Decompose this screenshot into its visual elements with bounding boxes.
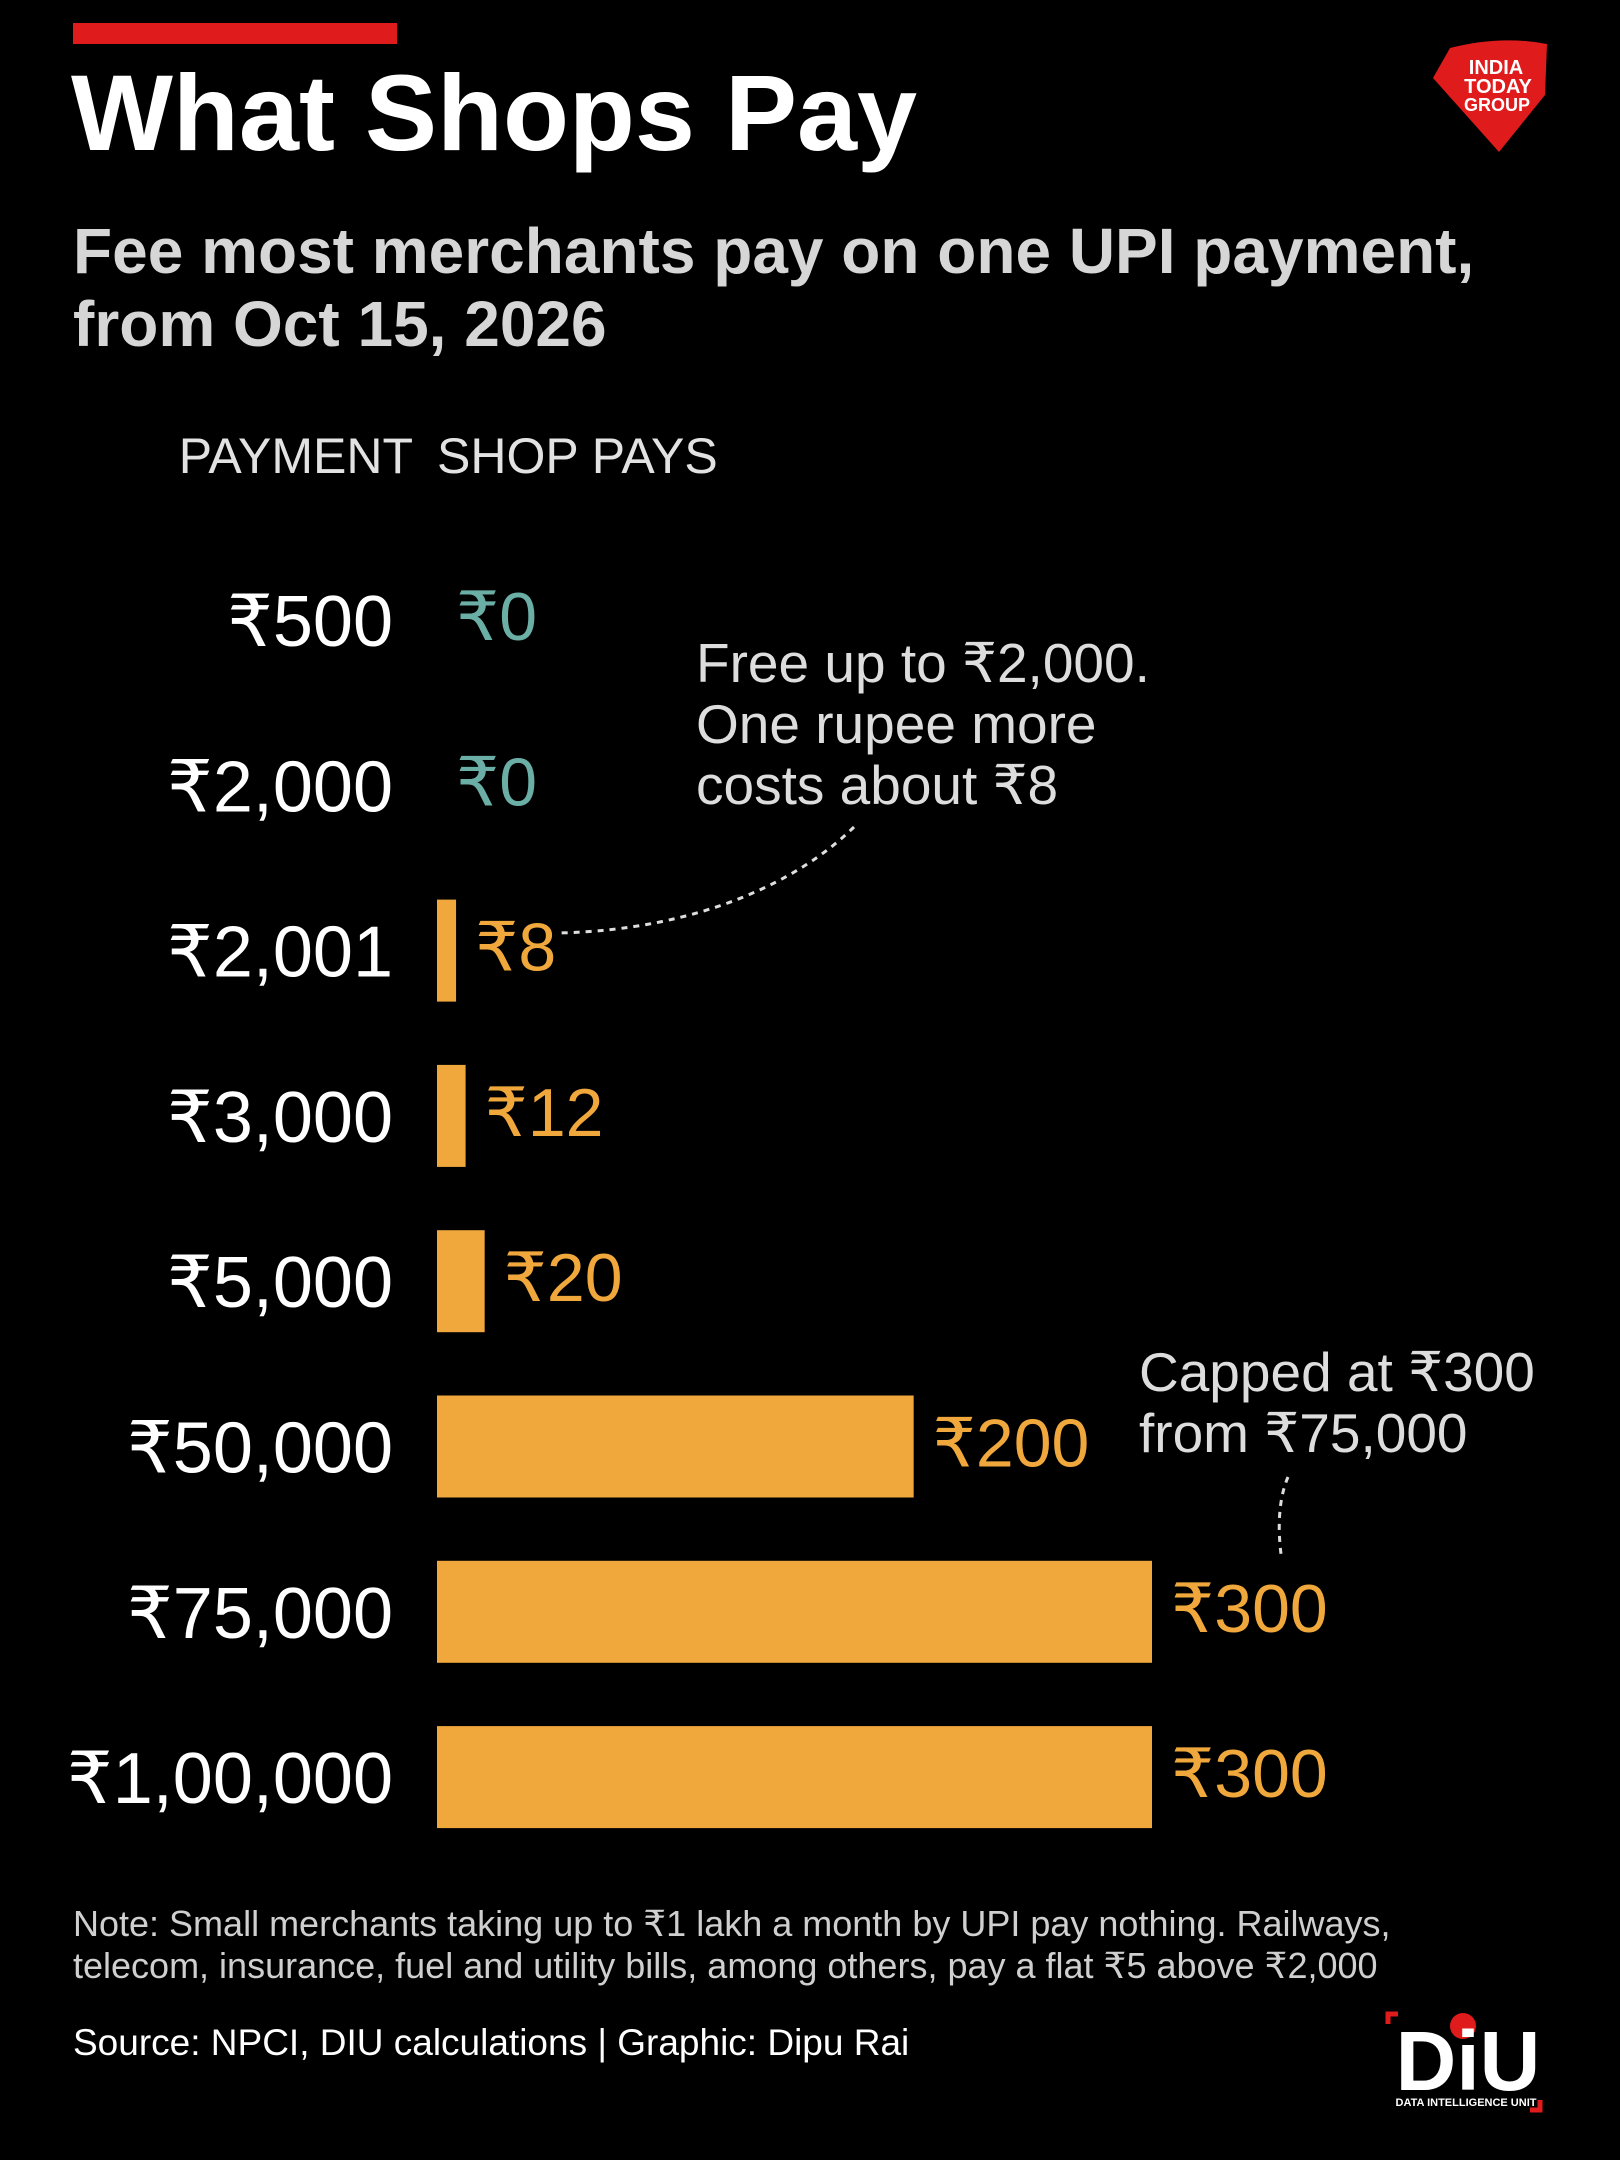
annotation-leader — [557, 825, 856, 935]
category-label: ₹1,00,000 — [67, 1739, 393, 1819]
column-header: PAYMENT — [179, 428, 413, 484]
annotation: from ₹75,000 — [1139, 1402, 1468, 1464]
category-label: ₹2,000 — [167, 747, 393, 827]
chart-title: What Shops Pay — [71, 52, 917, 173]
bar — [437, 1560, 1152, 1663]
value-label: ₹8 — [475, 910, 556, 986]
annotation: costs about ₹8 — [696, 754, 1058, 816]
value-label: ₹300 — [1171, 1736, 1328, 1812]
unit-logo: DiU DATA INTELLIGENCE UNIT — [1385, 2011, 1543, 2113]
category-label: ₹5,000 — [167, 1243, 393, 1323]
category-label: ₹3,000 — [167, 1078, 393, 1158]
bar — [437, 1230, 485, 1333]
logo-text: TODAY — [1464, 76, 1532, 98]
bar — [437, 899, 457, 1002]
value-label: ₹300 — [1171, 1571, 1328, 1647]
annotation: Free up to ₹2,000. — [696, 632, 1150, 694]
annotation: Capped at ₹300 — [1139, 1341, 1535, 1403]
value-label: ₹12 — [485, 1075, 604, 1151]
chart-subtitle: from Oct 15, 2026 — [73, 288, 607, 360]
chart-subtitle: Fee most merchants pay on one UPI paymen… — [73, 215, 1474, 287]
annotation-leader — [1277, 1476, 1290, 1555]
source: Source: NPCI, DIU calculations | Graphic… — [73, 2022, 909, 2063]
annotation: One rupee more — [696, 693, 1097, 755]
column-header: SHOP PAYS — [437, 428, 718, 484]
logo-text: INDIA — [1469, 57, 1523, 79]
category-label: ₹50,000 — [127, 1409, 393, 1489]
publisher-logo: INDIA TODAY GROUP — [1433, 40, 1547, 153]
value-label: ₹0 — [456, 579, 537, 655]
value-label: ₹0 — [456, 744, 537, 820]
category-label: ₹500 — [227, 582, 393, 662]
bar — [437, 1726, 1152, 1829]
value-label: ₹200 — [933, 1406, 1090, 1482]
note: Note: Small merchants taking up to ₹1 la… — [73, 1903, 1391, 1944]
logo-text: DiU — [1396, 2014, 1541, 2108]
accent-bar — [73, 23, 397, 44]
category-label: ₹75,000 — [127, 1574, 393, 1654]
logo-shape — [1433, 40, 1547, 153]
logo-dot — [1450, 2013, 1476, 2039]
bar — [437, 1064, 466, 1167]
note: telecom, insurance, fuel and utility bil… — [73, 1945, 1378, 1986]
logo-corner — [1385, 2011, 1543, 2113]
value-label: ₹20 — [504, 1240, 623, 1316]
logo-text: GROUP — [1464, 95, 1530, 115]
bar — [437, 1395, 914, 1498]
category-label: ₹2,001 — [167, 913, 393, 993]
logo-caption: DATA INTELLIGENCE UNIT — [1396, 2097, 1537, 2109]
